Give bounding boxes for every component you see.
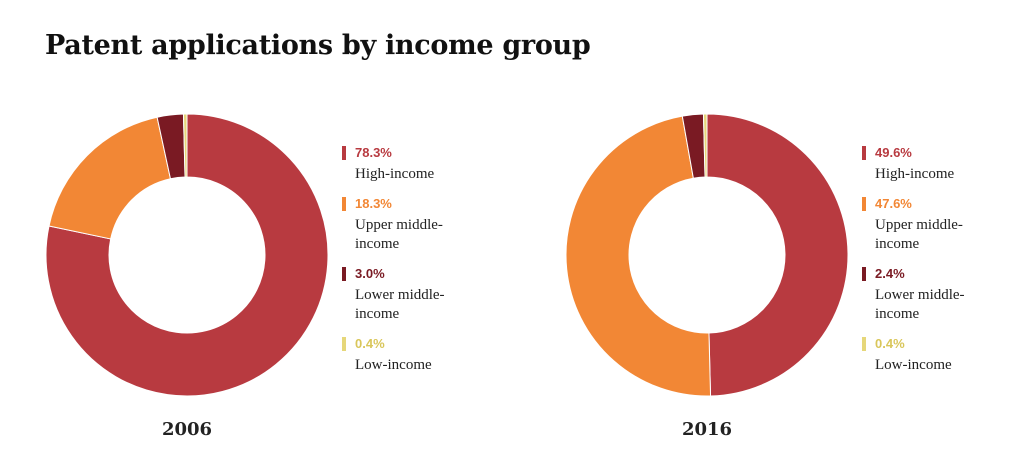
legend-label-low-income: Low-income bbox=[355, 357, 432, 373]
legend-label-lower-middle-income: Lower middle-income bbox=[355, 287, 445, 322]
legend-swatch-upper-middle-income bbox=[342, 197, 346, 211]
legend-value-upper-middle-income: 47.6% bbox=[875, 196, 912, 211]
legend-item-upper-middle-income: 18.3% Upper middle-income bbox=[342, 196, 475, 254]
legend-item-upper-middle-income: 47.6% Upper middle-income bbox=[862, 196, 995, 254]
legend-2016: 49.6% High-income 47.6% Upper middle-inc… bbox=[862, 145, 995, 387]
slice-low-income-2016 bbox=[702, 113, 708, 178]
slice-high-income-2016 bbox=[706, 113, 849, 397]
legend-value-upper-middle-income: 18.3% bbox=[355, 196, 392, 211]
legend-2006: 78.3% High-income 18.3% Upper middle-inc… bbox=[342, 145, 475, 387]
legend-item-lower-middle-income: 2.4% Lower middle-income bbox=[862, 266, 995, 324]
legend-swatch-lower-middle-income bbox=[342, 267, 346, 281]
legend-value-lower-middle-income: 2.4% bbox=[875, 266, 905, 281]
legend-value-low-income: 0.4% bbox=[355, 336, 385, 351]
legend-swatch-low-income bbox=[862, 337, 866, 351]
legend-item-low-income: 0.4% Low-income bbox=[342, 336, 475, 375]
year-label-2006: 2006 bbox=[161, 419, 213, 440]
legend-label-lower-middle-income: Lower middle-income bbox=[875, 287, 965, 322]
legend-swatch-lower-middle-income bbox=[862, 267, 866, 281]
legend-label-low-income: Low-income bbox=[875, 357, 952, 373]
chart-title: Patent applications by income group bbox=[45, 30, 591, 61]
legend-value-high-income: 78.3% bbox=[355, 145, 392, 160]
legend-label-high-income: High-income bbox=[355, 166, 435, 182]
legend-swatch-low-income bbox=[342, 337, 346, 351]
legend-value-low-income: 0.4% bbox=[875, 336, 905, 351]
legend-swatch-high-income bbox=[862, 146, 866, 160]
legend-swatch-upper-middle-income bbox=[862, 197, 866, 211]
legend-item-high-income: 78.3% High-income bbox=[342, 145, 475, 184]
legend-item-lower-middle-income: 3.0% Lower middle-income bbox=[342, 266, 475, 324]
legend-item-low-income: 0.4% Low-income bbox=[862, 336, 995, 375]
slice-high-income-2006 bbox=[45, 113, 329, 397]
slice-upper-middle-income-2016 bbox=[565, 115, 712, 397]
legend-item-high-income: 49.6% High-income bbox=[862, 145, 995, 184]
legend-value-lower-middle-income: 3.0% bbox=[355, 266, 385, 281]
legend-label-upper-middle-income: Upper middle-income bbox=[875, 217, 963, 252]
legend-label-high-income: High-income bbox=[875, 166, 955, 182]
year-label-2016: 2016 bbox=[681, 419, 733, 440]
legend-value-high-income: 49.6% bbox=[875, 145, 912, 160]
legend-label-upper-middle-income: Upper middle-income bbox=[355, 217, 443, 252]
slice-low-income-2006 bbox=[182, 113, 188, 178]
legend-swatch-high-income bbox=[342, 146, 346, 160]
